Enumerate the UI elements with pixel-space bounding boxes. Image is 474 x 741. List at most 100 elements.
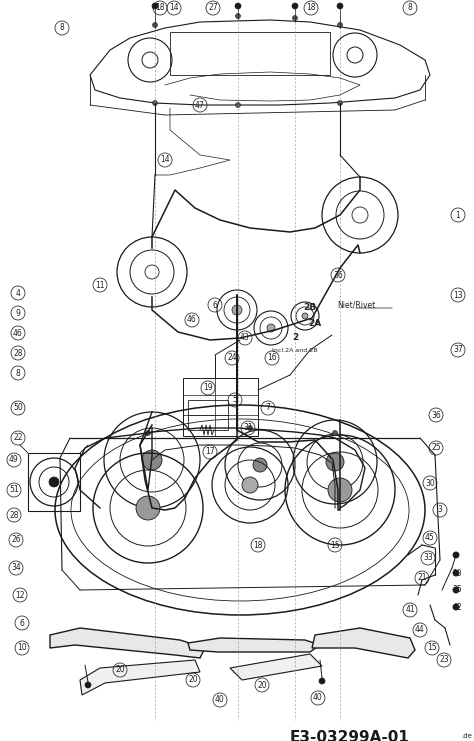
Text: 2A: 2A — [309, 319, 322, 328]
Circle shape — [328, 478, 352, 502]
Text: 47: 47 — [195, 101, 205, 110]
Text: 40: 40 — [215, 696, 225, 705]
Circle shape — [232, 305, 242, 315]
Circle shape — [292, 3, 298, 9]
Circle shape — [236, 102, 240, 107]
Circle shape — [136, 496, 160, 520]
Text: E3-03299A-01: E3-03299A-01 — [290, 731, 410, 741]
Text: 42: 42 — [452, 602, 462, 611]
Text: 20: 20 — [257, 680, 267, 689]
Circle shape — [235, 3, 241, 9]
Circle shape — [153, 22, 157, 27]
Text: 14: 14 — [160, 156, 170, 165]
Circle shape — [337, 101, 343, 105]
Text: 21: 21 — [417, 574, 427, 582]
Text: 1: 1 — [456, 210, 460, 219]
Text: 10: 10 — [452, 568, 462, 577]
Circle shape — [267, 324, 275, 332]
Text: 8: 8 — [16, 368, 20, 377]
Text: Incl.2A and 2B: Incl.2A and 2B — [272, 348, 318, 353]
Circle shape — [453, 604, 459, 610]
Text: 49: 49 — [9, 456, 19, 465]
Text: 9: 9 — [16, 308, 20, 317]
Text: 24: 24 — [227, 353, 237, 362]
Circle shape — [236, 13, 240, 19]
Text: 4: 4 — [16, 288, 20, 297]
Bar — [28, 453, 80, 511]
Circle shape — [337, 22, 343, 27]
Circle shape — [319, 678, 325, 684]
Text: 37: 37 — [453, 345, 463, 354]
Text: 7: 7 — [265, 404, 271, 413]
Text: Niet/Rivet: Niet/Rivet — [337, 301, 375, 310]
Circle shape — [146, 431, 151, 436]
Text: 35: 35 — [452, 585, 462, 594]
Text: 18: 18 — [253, 540, 263, 550]
Circle shape — [152, 3, 158, 9]
Text: 28: 28 — [9, 511, 19, 519]
Bar — [170, 32, 330, 75]
Text: 20: 20 — [115, 665, 125, 674]
Text: 14: 14 — [169, 4, 179, 13]
Text: 15: 15 — [427, 643, 437, 653]
Text: 12: 12 — [15, 591, 25, 599]
Bar — [188, 400, 228, 430]
Text: 6: 6 — [19, 619, 25, 628]
Text: 13: 13 — [453, 290, 463, 299]
Text: 46: 46 — [13, 328, 23, 337]
Text: 22: 22 — [13, 433, 23, 442]
Circle shape — [247, 425, 253, 431]
Text: 40: 40 — [313, 694, 323, 702]
Text: 19: 19 — [203, 384, 213, 393]
Polygon shape — [80, 660, 200, 695]
Text: 6: 6 — [212, 301, 218, 310]
Text: 2: 2 — [292, 333, 298, 342]
Circle shape — [242, 477, 258, 493]
Circle shape — [49, 477, 59, 487]
Text: 36: 36 — [431, 411, 441, 419]
Text: 41: 41 — [405, 605, 415, 614]
Text: 34: 34 — [11, 563, 21, 573]
Text: 8: 8 — [408, 4, 412, 13]
Polygon shape — [188, 638, 320, 652]
Text: 11: 11 — [95, 281, 105, 290]
Circle shape — [292, 16, 298, 21]
Text: 20: 20 — [188, 676, 198, 685]
Text: 25: 25 — [431, 444, 441, 453]
Circle shape — [253, 458, 267, 472]
Text: 23: 23 — [439, 656, 449, 665]
Circle shape — [453, 570, 459, 576]
Text: 33: 33 — [423, 554, 433, 562]
Text: 16: 16 — [267, 353, 277, 362]
Polygon shape — [312, 628, 415, 658]
Text: 30: 30 — [425, 479, 435, 488]
Text: 10: 10 — [17, 643, 27, 653]
Circle shape — [326, 453, 344, 471]
Text: 46: 46 — [187, 316, 197, 325]
Text: 26: 26 — [11, 536, 21, 545]
Polygon shape — [50, 628, 205, 658]
Circle shape — [453, 552, 459, 558]
Text: 43: 43 — [240, 333, 250, 342]
Text: 44: 44 — [415, 625, 425, 634]
Text: 18: 18 — [155, 4, 165, 13]
Polygon shape — [230, 654, 322, 680]
Circle shape — [85, 682, 91, 688]
Text: 45: 45 — [425, 534, 435, 542]
Text: 15: 15 — [330, 540, 340, 550]
Bar — [183, 378, 258, 436]
Text: 50: 50 — [13, 404, 23, 413]
Text: 17: 17 — [205, 448, 215, 456]
Text: 31: 31 — [243, 424, 253, 433]
Text: 5: 5 — [233, 396, 237, 405]
Circle shape — [142, 450, 162, 470]
Circle shape — [302, 313, 308, 319]
Text: 3: 3 — [438, 505, 442, 514]
Text: 51: 51 — [9, 485, 19, 494]
Text: 18: 18 — [306, 4, 316, 13]
Text: 28: 28 — [13, 348, 23, 357]
Text: .de: .de — [462, 733, 473, 739]
Text: 8: 8 — [60, 24, 64, 33]
Circle shape — [453, 587, 459, 593]
Circle shape — [153, 101, 157, 105]
